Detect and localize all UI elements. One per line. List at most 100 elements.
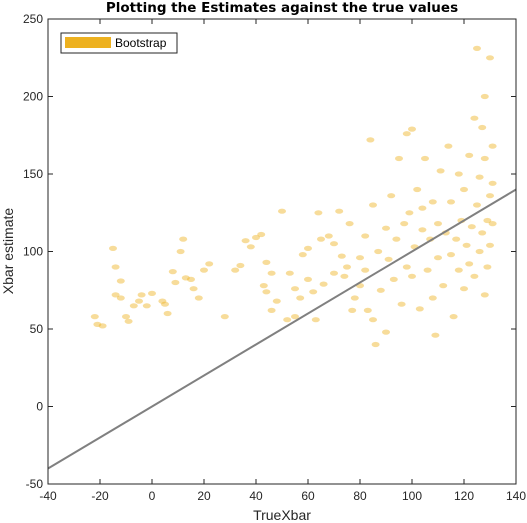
data-point [369,202,377,208]
data-point [311,317,320,323]
data-point [257,231,266,238]
data-point [478,124,487,131]
data-point [340,273,349,279]
data-point [267,270,276,276]
data-point [488,180,497,186]
data-point [137,292,146,298]
y-tick-label: -50 [26,477,44,491]
data-point [408,273,416,279]
data-point [434,255,442,261]
y-tick-label: 50 [30,322,44,336]
y-tick-label: 100 [23,245,43,259]
data-point [408,126,416,132]
data-point [423,267,432,273]
data-point [395,155,403,162]
identity-line-segment [47,188,517,470]
x-tick-label: 140 [506,489,526,503]
data-point [335,208,344,214]
data-point [486,193,494,199]
y-axis-label: Xbar estimate [0,208,16,295]
data-point [436,168,445,174]
data-point [111,292,120,298]
axes-box [47,18,517,485]
data-point [465,261,474,267]
data-point [475,174,484,180]
data-point [93,321,102,327]
data-point [304,276,312,282]
data-point [129,303,138,309]
data-point [246,244,255,250]
data-point [220,314,229,320]
data-point [418,205,427,211]
data-point [267,307,276,313]
data-point [470,115,479,121]
data-point [135,298,143,304]
data-point [231,267,240,273]
y-tick-label: 0 [36,400,43,414]
legend: Bootstrap [60,32,178,54]
data-point [402,264,411,270]
data-point [181,275,190,281]
data-point [376,287,385,293]
data-point [460,286,468,292]
data-point [124,318,133,324]
data-point [428,295,437,301]
plot-area [47,45,517,470]
data-point [371,341,380,348]
data-point [488,143,497,149]
data-point [462,242,471,248]
data-point [200,267,208,273]
data-point [405,210,414,216]
data-point [421,155,429,162]
x-tick-label: 40 [249,489,263,503]
data-point [397,301,406,307]
data-point [465,152,474,158]
data-point [296,295,305,301]
data-point [475,248,484,255]
data-point [345,221,354,227]
data-point [384,256,393,262]
data-point [330,241,338,247]
data-point [272,298,281,304]
data-point [473,202,481,208]
data-point [262,259,271,265]
data-point [413,186,422,193]
data-point [387,193,396,199]
data-point [356,255,364,261]
identity-line [47,188,517,470]
data-point [236,262,245,269]
data-point [449,314,458,320]
y-tick-label: 150 [23,167,43,181]
data-point [171,279,180,286]
data-point [314,210,323,216]
data-point [473,45,481,52]
data-point [418,227,427,233]
data-point [205,261,214,267]
data-point [168,269,177,275]
data-point [488,221,497,227]
data-point [369,317,377,323]
y-tick-label: 200 [23,90,43,104]
data-point [467,224,476,230]
data-point [148,290,156,296]
y-tick-label: 250 [23,12,43,26]
legend-label-bootstrap: Bootstrap [115,36,167,50]
data-point [454,171,463,177]
data-point [317,236,325,242]
data-point [483,217,492,224]
data-point [163,310,172,317]
data-point [361,267,370,273]
data-point [447,199,455,205]
data-point [483,264,492,270]
data-point [304,245,312,251]
data-point [298,252,307,258]
x-tick-label: 20 [197,489,211,503]
data-point [252,234,260,241]
data-point [454,267,463,273]
x-tick-label: -20 [91,489,109,503]
bootstrap-points [90,45,497,348]
data-point [278,208,286,214]
data-point [382,225,390,231]
data-point [470,273,479,279]
